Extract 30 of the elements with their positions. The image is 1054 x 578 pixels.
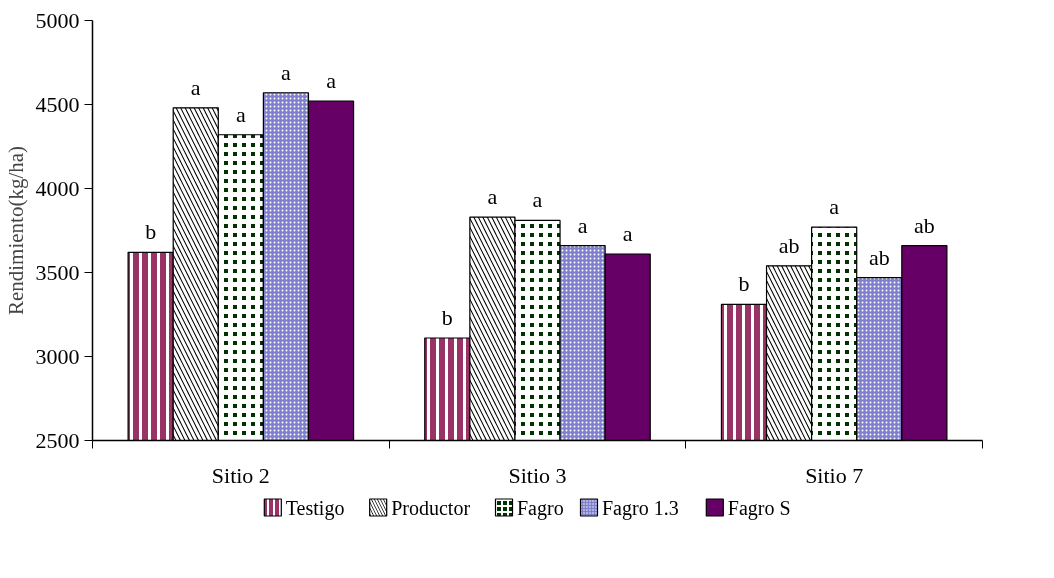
data-label: a <box>190 74 201 100</box>
legend-label: Fagro 1.3 <box>602 496 679 520</box>
legend-label: Productor <box>391 496 471 519</box>
data-label: a <box>487 184 498 210</box>
y-tick-label: 3000 <box>35 343 80 369</box>
y-axis-title: Rendimiento(kg/ha) <box>3 145 28 316</box>
y-tick-label: 4500 <box>35 91 80 117</box>
legend-label: Fagro <box>517 496 564 520</box>
legend-label: Testigo <box>285 496 345 520</box>
data-label: ab <box>868 244 890 270</box>
data-label: b <box>738 271 750 297</box>
y-tick-label: 4000 <box>35 175 80 201</box>
data-label: a <box>281 59 292 85</box>
data-label: a <box>829 194 840 220</box>
data-label: b <box>441 305 453 331</box>
data-label: a <box>622 221 633 247</box>
data-label: a <box>326 68 337 94</box>
x-tick-label: Sitio 7 <box>805 462 864 488</box>
data-label: ab <box>778 232 800 258</box>
y-tick-label: 5000 <box>35 7 80 33</box>
legend-label: Fagro S <box>727 496 791 520</box>
y-tick-label: 2500 <box>35 427 80 453</box>
data-label: ab <box>913 212 935 238</box>
y-tick-label: 3500 <box>35 259 80 285</box>
data-label: b <box>145 219 157 245</box>
data-label: a <box>235 101 246 127</box>
x-tick-label: Sitio 3 <box>508 462 567 488</box>
data-label: a <box>532 187 543 213</box>
data-label: a <box>577 212 588 238</box>
x-tick-label: Sitio 2 <box>211 462 270 488</box>
